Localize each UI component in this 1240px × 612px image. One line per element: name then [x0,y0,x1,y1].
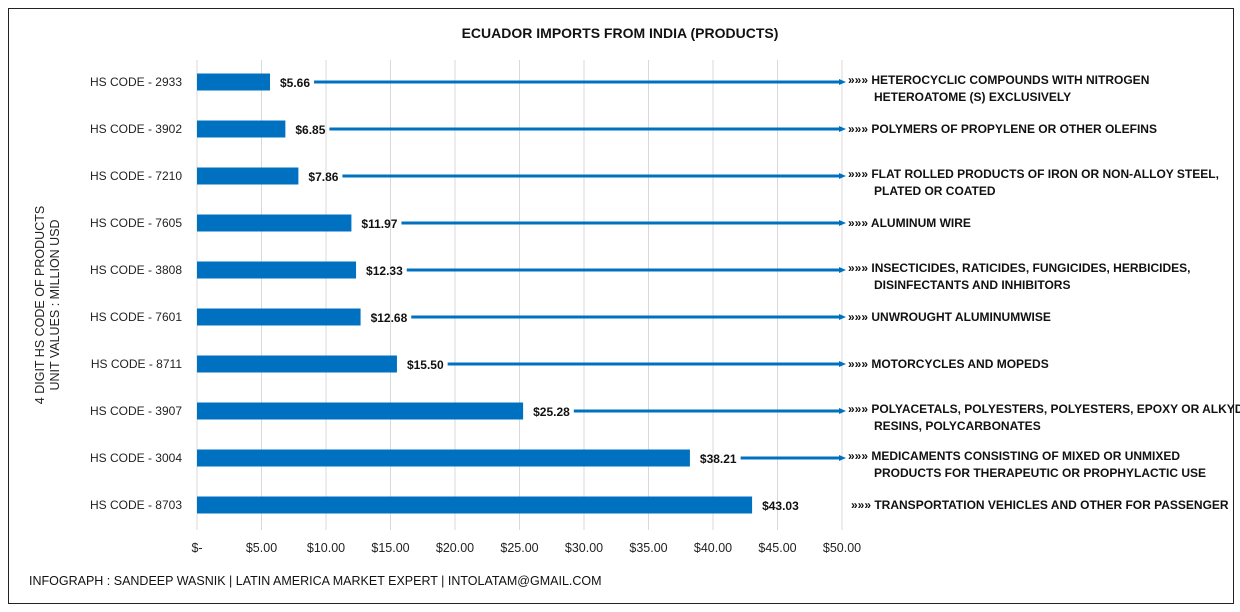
chart-title: ECUADOR IMPORTS FROM INDIA (PRODUCTS) [462,25,779,41]
annotation-text: »»» POLYMERS OF PROPYLENE OR OTHER OLEFI… [848,122,1157,136]
bar [197,402,524,420]
footer: INFOGRAPH : SANDEEP WASNIK | LATIN AMERI… [29,574,602,588]
category-label: HS CODE - 3907 [90,404,182,418]
x-tick-label: $50.00 [823,541,861,555]
bar [197,73,271,91]
x-tick-label: $- [191,541,202,555]
arrowhead [839,220,846,226]
annotation-text: PLATED OR COATED [874,184,996,198]
y-axis-label-line: 4 DIGIT HS CODE OF PRODUCTS [33,206,47,404]
x-tick-label: $45.00 [758,541,796,555]
category-label: HS CODE - 8711 [91,357,182,371]
x-tick-label: $40.00 [694,541,732,555]
data-label: $25.28 [533,405,570,419]
arrowhead [839,126,846,132]
annotation-text: »»» ALUMINUM WIRE [848,216,971,230]
x-tick-label: $35.00 [629,541,667,555]
bar [197,261,357,279]
annotation-text: »»» UNWROUGHT ALUMINUMWISE [848,310,1051,324]
annotation-text: PRODUCTS FOR THERAPEUTIC OR PROPHYLACTIC… [874,466,1206,480]
data-label: $12.33 [366,264,403,278]
data-label: $12.68 [371,311,408,325]
data-label: $11.97 [361,217,397,231]
annotation-text: »»» MOTORCYCLES AND MOPEDS [848,357,1049,371]
bar [197,355,397,373]
x-tick-label: $5.00 [246,541,277,555]
data-label: $7.86 [308,170,338,184]
bar [197,167,299,185]
x-tick-label: $25.00 [500,541,538,555]
annotation-text: »»» MEDICAMENTS CONSISTING OF MIXED OR U… [848,449,1180,463]
bar [197,120,286,138]
category-label: HS CODE - 7601 [90,310,182,324]
data-label: $43.03 [762,499,799,513]
annotation-text: RESINS, POLYCARBONATES [874,419,1041,433]
arrowhead [839,267,846,273]
bar [197,214,352,232]
annotation-text: DISINFECTANTS AND INHIBITORS [874,278,1070,292]
category-label: HS CODE - 7210 [90,169,182,183]
x-tick-label: $10.00 [307,541,345,555]
data-label: $38.21 [700,452,737,466]
data-label: $6.85 [295,123,325,137]
data-label: $15.50 [407,358,444,372]
category-label: HS CODE - 8703 [90,498,182,512]
category-label: HS CODE - 7605 [90,216,182,230]
arrowhead [839,455,846,461]
arrowhead [839,173,846,179]
bar [197,308,361,326]
annotation-text: »»» HETEROCYCLIC COMPOUNDS WITH NITROGEN [848,73,1149,87]
category-label: HS CODE - 3902 [90,122,182,136]
annotation-text: »»» POLYACETALS, POLYESTERS, POLYESTERS,… [848,402,1240,416]
arrowhead [839,408,846,414]
annotation-text: HETEROATOME (S) EXCLUSIVELY [874,90,1071,104]
annotation-text: »»» TRANSPORTATION VEHICLES AND OTHER FO… [851,498,1229,512]
bar [197,449,690,467]
arrowhead [839,314,846,320]
annotation-text: »»» INSECTICIDES, RATICIDES, FUNGICIDES,… [848,261,1191,275]
annotation-text: »»» FLAT ROLLED PRODUCTS OF IRON OR NON-… [848,167,1219,181]
y-axis-label-line: UNIT VALUES : MILLION USD [48,219,62,390]
bar [197,496,753,514]
chart-frame [8,8,1234,604]
category-label: HS CODE - 3004 [90,451,182,465]
arrowhead [839,361,846,367]
category-label: HS CODE - 3808 [90,263,182,277]
x-tick-label: $30.00 [565,541,603,555]
arrowhead [839,79,846,85]
x-tick-label: $20.00 [436,541,474,555]
data-label: $5.66 [280,76,310,90]
category-label: HS CODE - 2933 [90,75,182,89]
y-axis-label: 4 DIGIT HS CODE OF PRODUCTS UNIT VALUES :… [33,206,62,404]
x-tick-label: $15.00 [371,541,409,555]
